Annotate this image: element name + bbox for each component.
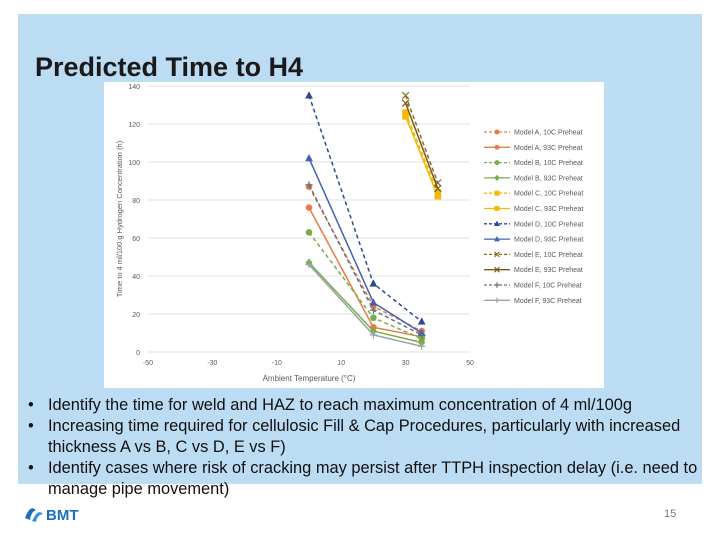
data-point [494,174,500,182]
data-point [305,181,313,189]
legend-entry: Model A, 10C Preheat [514,130,583,137]
series-line [308,186,423,332]
bullet-text: Increasing time required for cellulosic … [48,417,681,456]
y-tick-label: 80 [132,198,140,205]
data-point [305,229,313,236]
y-tick-label: 100 [128,160,140,167]
logo-mark-icon [25,508,43,522]
data-point [494,282,500,288]
data-point [418,338,426,347]
data-point [494,220,500,227]
data-point [369,298,378,306]
bullet-text: Identify cases where risk of cracking ma… [48,459,698,498]
y-tick-label: 60 [132,236,140,243]
slide-title: Predicted Time to H4 [35,52,304,82]
data-point [494,297,500,303]
legend-entry: Model F, 10C Preheat [514,283,582,290]
legend-entry: Model E, 10C Preheat [514,252,583,259]
data-point [402,109,409,116]
bullet-item: • Increasing time required for cellulosic… [28,416,708,458]
data-point [494,144,500,150]
data-point [369,331,377,339]
y-tick-label: 120 [128,122,140,129]
data-point [370,314,377,322]
legend-entry: Model C, 93C Preheat [514,206,583,213]
data-point [494,206,500,211]
legend-entry: Model D, 93C Preheat [514,237,583,244]
legend-entry: Model F, 93C Preheat [514,298,582,305]
x-tick-label: -30 [207,360,217,367]
legend-entry: Model B, 93C Preheat [514,175,583,182]
x-tick-label: -50 [143,360,153,367]
data-point [369,306,377,314]
bullet-marker: • [28,396,34,414]
legend-entry: Model A, 93C Preheat [514,145,583,152]
data-point [305,261,313,269]
data-point [418,342,426,350]
legend-entry: Model E, 93C Preheat [514,267,583,274]
x-tick-label: 50 [466,360,474,367]
data-point [369,279,378,287]
legend-entry: Model B, 10C Preheat [514,160,583,167]
data-point [417,317,426,325]
series-line [404,116,439,197]
bullet-item: • Identify cases where risk of cracking m… [28,458,708,500]
series-line [308,207,422,338]
series-line [308,262,422,344]
bullet-marker: • [28,417,34,435]
data-point [418,331,426,339]
legend-entry: Model D, 10C Preheat [514,221,583,228]
bullet-item: • Identify the time for weld and HAZ to r… [28,395,708,416]
data-point [305,91,313,99]
series-line [308,95,423,323]
chart-area: 0 20 40 60 80 100 120 140 -50 -30 -10 10 30 50 Ambient… [104,82,604,388]
data-point [494,251,500,258]
page-number: 15 [664,508,677,520]
data-point [434,184,442,193]
data-point [305,204,313,211]
bullet-marker: • [28,459,34,477]
data-point [494,190,500,196]
legend-entry: Model C, 10C Preheat [514,191,583,198]
x-tick-label: -10 [272,360,282,367]
bullet-list: • Identify the time for weld and HAZ to r… [28,395,708,500]
x-tick-label: 10 [337,360,345,367]
data-point [494,160,500,166]
data-point [305,154,313,162]
x-axis-label: Ambient Temperature (°C) [263,374,356,383]
y-tick-label: 0 [136,350,140,357]
bullet-text: Identify the time for weld and HAZ to re… [48,396,632,414]
y-tick-label: 40 [132,274,140,281]
line-chart: 0 20 40 60 80 100 120 140 -50 -30 -10 10 30 50 Ambient… [115,84,583,383]
y-tick-label: 20 [132,312,140,319]
x-tick-label: 30 [402,360,410,367]
y-tick-label: 140 [128,84,140,91]
data-point [401,91,410,100]
data-point [402,113,409,120]
series-line [404,112,439,193]
data-point [494,266,500,273]
bmt-logo: BMT [25,507,79,524]
data-point [494,129,500,135]
y-axis-label: Time to 4 ml/100 g Hydrogen Concentratio… [115,140,124,297]
series-line [404,95,439,184]
logo-text: BMT [46,507,79,524]
data-point [494,235,500,242]
data-point [434,192,442,200]
data-point [401,99,410,107]
series-line [404,102,439,189]
data-point [434,189,442,196]
